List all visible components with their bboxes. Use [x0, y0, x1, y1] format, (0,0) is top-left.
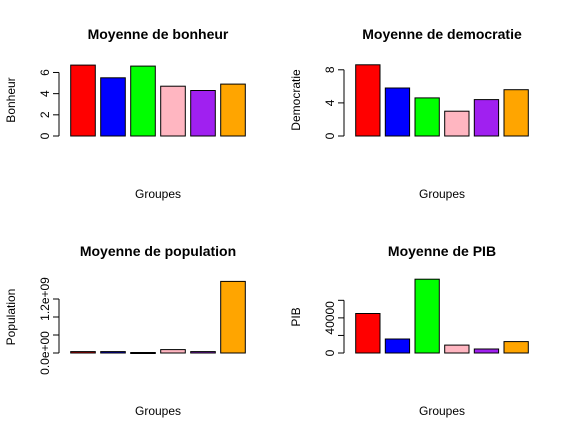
y-axis-label: Bonheur [4, 77, 18, 122]
bar [220, 280, 246, 354]
bar [503, 89, 529, 137]
y-tick-label: 8 [323, 66, 337, 73]
bar [70, 351, 96, 354]
bar [100, 77, 126, 137]
bar [444, 344, 470, 354]
x-axis-label: Groupes [419, 187, 465, 201]
bar [355, 64, 381, 137]
bar [444, 110, 470, 137]
panel-title: Moyenne de democratie [362, 26, 522, 42]
bar [384, 87, 411, 137]
x-axis-label: Groupes [135, 187, 181, 201]
y-tick-label: 0 [38, 132, 52, 139]
y-tick-label: 2 [38, 111, 52, 118]
panel-bonheur: Moyenne de bonheur Groupes Bonheur 0 2 4 6 [4, 26, 246, 201]
panel-pib: Moyenne de PIB Groupes PIB 0 40000 [289, 243, 529, 418]
y-axis-label: Population [4, 289, 18, 346]
y-tick-label: 0 [323, 132, 337, 139]
panel-population: Moyenne de population Groupes Population… [4, 243, 246, 418]
bar [473, 348, 500, 354]
y-axis-label: PIB [289, 307, 303, 326]
bar [100, 351, 126, 354]
panel-title: Moyenne de population [80, 243, 236, 259]
y-tick-label: 1.2e+09 [38, 277, 52, 321]
bar [384, 338, 411, 354]
bar [414, 278, 440, 354]
bar [70, 64, 96, 137]
bar [414, 97, 440, 137]
bar [355, 313, 381, 354]
y-tick-label: 6 [38, 69, 52, 76]
y-tick-label: 40000 [323, 301, 337, 335]
bar [190, 351, 216, 354]
x-axis-label: Groupes [419, 404, 465, 418]
bar [160, 349, 186, 354]
y-tick-label: 4 [38, 90, 52, 97]
bar [130, 65, 156, 137]
bar [130, 352, 156, 354]
y-tick-label: 0.0e+00 [38, 331, 52, 375]
bar [473, 99, 500, 137]
bar [220, 83, 246, 137]
panel-democratie: Moyenne de democratie Groupes Democratie… [289, 26, 529, 201]
panel-title: Moyenne de bonheur [88, 26, 229, 42]
bar [160, 85, 186, 137]
y-axis-label: Democratie [289, 69, 303, 131]
x-axis-label: Groupes [135, 404, 181, 418]
bar [190, 90, 216, 137]
bar [503, 341, 529, 354]
y-tick-label: 0 [323, 349, 337, 356]
y-tick-label: 4 [323, 99, 337, 106]
panel-title: Moyenne de PIB [388, 243, 496, 259]
